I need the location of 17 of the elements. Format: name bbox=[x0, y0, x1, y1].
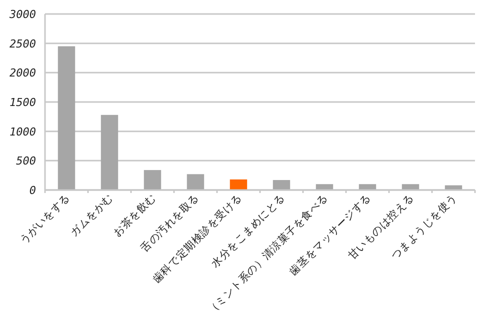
y-tick-label: 2000 bbox=[10, 66, 36, 80]
bar bbox=[186, 174, 204, 190]
bar bbox=[358, 184, 376, 190]
bar bbox=[230, 179, 248, 190]
y-tick-label: 3000 bbox=[8, 8, 36, 21]
bar bbox=[58, 46, 76, 190]
bar bbox=[272, 180, 290, 190]
y-tick-label: 1000 bbox=[10, 125, 36, 138]
y-tick-label: 0 bbox=[29, 184, 36, 197]
y-tick-label: 2500 bbox=[10, 37, 36, 50]
y-tick-label: 500 bbox=[16, 154, 36, 168]
bar bbox=[100, 114, 118, 190]
bar bbox=[402, 184, 420, 190]
bar bbox=[316, 184, 334, 190]
bar bbox=[144, 170, 162, 190]
x-tick-label: ガムをかむ bbox=[68, 192, 116, 240]
y-tick-label: 1500 bbox=[10, 96, 36, 109]
